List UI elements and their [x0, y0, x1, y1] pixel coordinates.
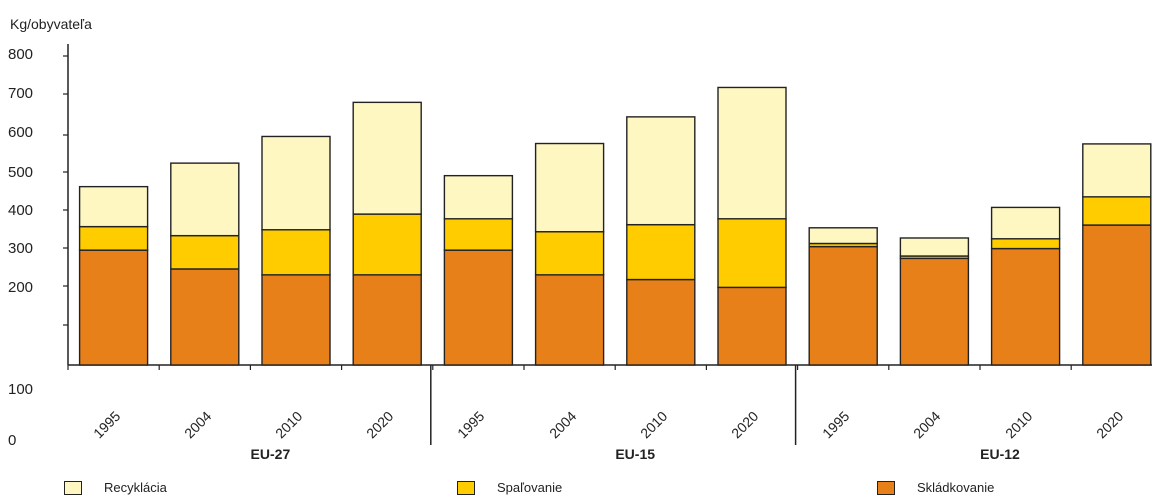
bar-segment-recyklcia-2	[261, 135, 331, 231]
bar-segment-skldkovanie-5	[534, 274, 605, 366]
bar-segment-recyklcia-10	[990, 206, 1061, 240]
bar-segment-skldkovanie-9	[899, 257, 970, 366]
y-axis-label: Kg/obyvateľa	[10, 16, 92, 32]
bar-segment-recyklcia-7	[717, 86, 787, 220]
bar-segment-skldkovanie-7	[717, 286, 787, 366]
legend-swatch-spalovanie	[457, 480, 475, 495]
bar-segment-skldkovanie-8	[808, 245, 878, 366]
bar-segment-spaovanie-6	[626, 223, 696, 281]
bar-segment-spaovanie-10	[990, 238, 1061, 250]
bar-segment-spaovanie-0	[78, 225, 149, 251]
bar-segment-skldkovanie-11	[1082, 224, 1152, 366]
legend-label-spalovanie: Spaľovanie	[497, 480, 563, 495]
group-label: EU-15	[615, 446, 656, 462]
y-tick-label: 0	[8, 432, 17, 449]
y-tick-label: 600	[8, 124, 34, 141]
y-tick-label: 500	[8, 164, 34, 181]
bar-segment-spaovanie-3	[352, 213, 422, 276]
legend-item-spalovanie: Spaľovanie	[457, 480, 562, 495]
y-tick-label: 300	[8, 240, 34, 257]
bar-segment-recyklcia-11	[1082, 143, 1152, 198]
bar-segment-recyklcia-6	[626, 116, 696, 226]
bar-segment-skldkovanie-6	[626, 278, 696, 366]
legend-label-skladkovanie: Skládkovanie	[917, 480, 995, 495]
y-tick-label: 100	[8, 381, 34, 398]
bar-segment-spaovanie-11	[1082, 196, 1152, 226]
legend-item-recyklacia: Recyklácia	[64, 480, 167, 495]
bar-segment-spaovanie-5	[534, 231, 605, 276]
bar-segment-spaovanie-2	[261, 229, 331, 276]
legend-swatch-recyklacia	[64, 480, 82, 495]
y-tick-label: 800	[8, 46, 34, 63]
bar-segment-recyklcia-3	[352, 101, 422, 215]
group-label: EU-12	[980, 446, 1020, 462]
bar-segment-spaovanie-4	[443, 218, 514, 251]
legend-swatch-skladkovanie	[877, 480, 895, 495]
bar-segment-skldkovanie-2	[261, 274, 331, 366]
bar-segment-recyklcia-4	[443, 174, 514, 220]
legend-label-recyklacia: Recyklácia	[104, 480, 167, 495]
bar-segment-recyklcia-8	[808, 227, 878, 245]
bar-segment-spaovanie-7	[717, 218, 787, 289]
bar-segment-spaovanie-1	[170, 234, 240, 270]
bar-segment-recyklcia-9	[899, 237, 970, 257]
bar-segment-recyklcia-1	[170, 162, 240, 237]
group-label: EU-27	[250, 446, 291, 462]
y-tick-label: 400	[8, 202, 34, 219]
y-tick-label: 200	[8, 279, 34, 296]
bar-segment-recyklcia-0	[78, 185, 149, 228]
bar-segment-skldkovanie-1	[170, 268, 240, 366]
bar-segment-skldkovanie-4	[443, 249, 514, 366]
bar-segment-skldkovanie-10	[990, 247, 1061, 366]
bar-segment-recyklcia-5	[534, 142, 605, 233]
y-tick-label: 700	[8, 85, 34, 102]
bar-segment-skldkovanie-0	[78, 249, 149, 366]
bar-segment-skldkovanie-3	[352, 274, 422, 366]
legend-item-skladkovanie: Skládkovanie	[877, 480, 994, 495]
